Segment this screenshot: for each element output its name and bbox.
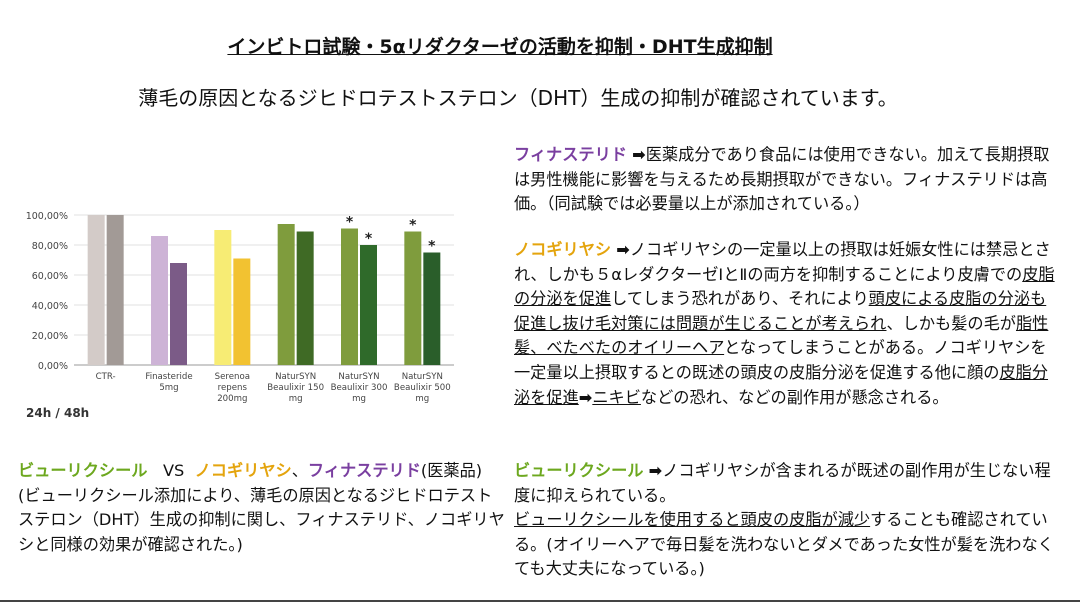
beaulixir-text: することも確認されている。(オイリーヘアで毎日髪を洗わないとダメであった女性が髪… xyxy=(514,510,1054,579)
bar xyxy=(87,215,105,365)
finasteride-heading: フィナステリド xyxy=(514,145,627,164)
comparison-name-beaulixir: ビューリクシール xyxy=(18,461,148,480)
y-tick-label: 80,00% xyxy=(32,241,68,252)
x-tick-label: mg xyxy=(415,394,429,404)
x-tick-label: 200mg xyxy=(217,394,247,404)
saw-palmetto-underline: 皮脂分泌を促進 xyxy=(514,362,1049,407)
saw-palmetto-text: などの恐れ、などの副作用が懸念される。 xyxy=(640,387,949,407)
y-tick-label: 100,00% xyxy=(26,211,68,222)
page-subtitle: 薄毛の原因となるジヒドロテストステロン（DHT）生成の抑制が確認されています。 xyxy=(138,86,898,110)
y-tick-label: 60,00% xyxy=(32,271,68,282)
significance-mark: * xyxy=(365,231,373,247)
arrow-icon: ➡ xyxy=(632,145,646,164)
bar xyxy=(170,263,187,365)
comparison-name-saw-palmetto: ノコギリヤシ xyxy=(194,461,292,480)
bar xyxy=(106,215,124,365)
period-label: 24h / 48h xyxy=(26,406,90,420)
saw-palmetto-underline: ニキビ xyxy=(592,387,641,407)
comparison-body: (ビューリクシール添加により、薄毛の原因となるジヒドロテストステロン（DHT）生… xyxy=(18,485,505,554)
finasteride-section: フィナステリド ➡医薬成分であり食品には使用できない。加えて長期摂取は男性機能に… xyxy=(514,143,1062,217)
x-tick-label: NaturSYN xyxy=(402,372,443,382)
x-tick-label: mg xyxy=(352,394,366,404)
chart: 0,00% 20,00% 40,00% 60,00% 80,00% 100,00% CTR-… xyxy=(18,195,458,425)
comparison-name-finasteride: フィナステリド xyxy=(307,461,421,480)
arrow-icon: ➡ xyxy=(616,240,630,259)
x-tick-label: Beaulixir 500 xyxy=(394,383,451,393)
significance-mark: * xyxy=(428,239,436,255)
x-tick-label: Serenoa xyxy=(215,372,250,382)
significance-mark: * xyxy=(346,215,354,231)
saw-palmetto-text: 、しかも髪の毛が xyxy=(886,313,1016,333)
beaulixir-underline: ビューリクシールを使用すると頭皮の皮脂が減少 xyxy=(514,510,871,530)
saw-palmetto-underline: 頭皮による皮脂の分泌も促進し抜け毛対策には問題が生じることが考えられ xyxy=(514,289,1047,333)
bar xyxy=(277,224,295,365)
saw-palmetto-underline: 皮脂の分泌を促進 xyxy=(514,264,1055,309)
bar xyxy=(404,231,422,365)
bar xyxy=(360,245,377,365)
y-tick-label: 20,00% xyxy=(32,331,68,342)
x-tick-label: 5mg xyxy=(159,383,178,393)
bar xyxy=(233,258,251,365)
x-tick-label: CTR- xyxy=(96,372,116,382)
bar xyxy=(214,230,232,365)
x-tick-label: repens xyxy=(218,383,248,393)
comma: 、 xyxy=(291,461,308,480)
page-title: インビトロ試験・5αリダクターゼの活動を抑制・DHT生成抑制 xyxy=(227,36,773,58)
x-tick-label: NaturSYN xyxy=(338,372,379,382)
bar-chart: 0,00% 20,00% 40,00% 60,00% 80,00% 100,00% CTR-… xyxy=(26,211,454,404)
beaulixir-section: ビューリクシール ➡ノコギリヤシが含まれるが既述の副作用が生じない程度に抑えられ… xyxy=(514,459,1062,582)
beaulixir-text: ノコギリヤシが含まれるが既述の副作用が生じない程度に抑えられている。 xyxy=(514,461,1051,505)
bar xyxy=(296,231,314,365)
y-tick-label: 0,00% xyxy=(38,361,68,372)
saw-palmetto-underline: 脂性髪、べたべたのオイリーヘア xyxy=(514,313,1049,358)
divider xyxy=(0,600,1080,602)
saw-palmetto-text: となってしまうことがある。ノコギリヤシを一定量以上摂取するとの既述の頭皮の皮脂分… xyxy=(514,338,1047,382)
x-tick-label: Beaulixir 150 xyxy=(267,383,324,393)
y-tick-label: 40,00% xyxy=(32,301,68,312)
significance-mark: * xyxy=(409,218,417,234)
finasteride-text: 医薬成分であり食品には使用できない。加えて長期摂取は男性機能に影響を与えるため長… xyxy=(514,145,1050,214)
bar xyxy=(423,252,441,365)
arrow-icon: ➡ xyxy=(648,461,663,480)
saw-palmetto-section: ノコギリヤシ ➡ノコギリヤシの一定量以上の摂取は妊娠女性には禁忌とされ、しかも５… xyxy=(514,238,1062,410)
saw-palmetto-text: ノコギリヤシの一定量以上の摂取は妊娠女性には禁忌とされ、しかも５αレダクターゼⅠ… xyxy=(514,240,1051,284)
comparison-section: ビューリクシール VS ノコギリヤシ、フィナステリド(医薬品) (ビューリクシー… xyxy=(18,459,508,557)
saw-palmetto-text: してしまう恐れがあり、それにより xyxy=(611,289,869,309)
vs-label: VS xyxy=(162,461,185,480)
bar xyxy=(341,228,358,365)
beaulixir-heading: ビューリクシール xyxy=(514,461,644,480)
x-tick-label: mg xyxy=(289,394,303,404)
arrow-icon: ➡ xyxy=(578,387,593,407)
x-tick-label: NaturSYN xyxy=(275,372,316,382)
bar xyxy=(151,236,168,365)
saw-palmetto-heading: ノコギリヤシ xyxy=(514,240,612,259)
x-tick-label: Finasteride xyxy=(145,372,192,382)
x-tick-label: Beaulixir 300 xyxy=(331,383,388,393)
drug-note: (医薬品) xyxy=(420,461,483,480)
